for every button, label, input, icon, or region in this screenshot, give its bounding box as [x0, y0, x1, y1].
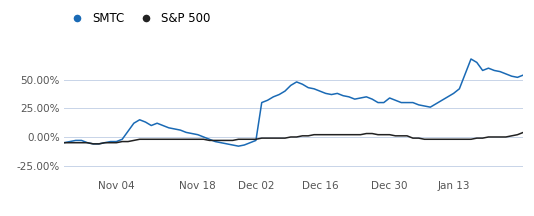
- Legend: SMTC, S&P 500: SMTC, S&P 500: [65, 12, 211, 25]
